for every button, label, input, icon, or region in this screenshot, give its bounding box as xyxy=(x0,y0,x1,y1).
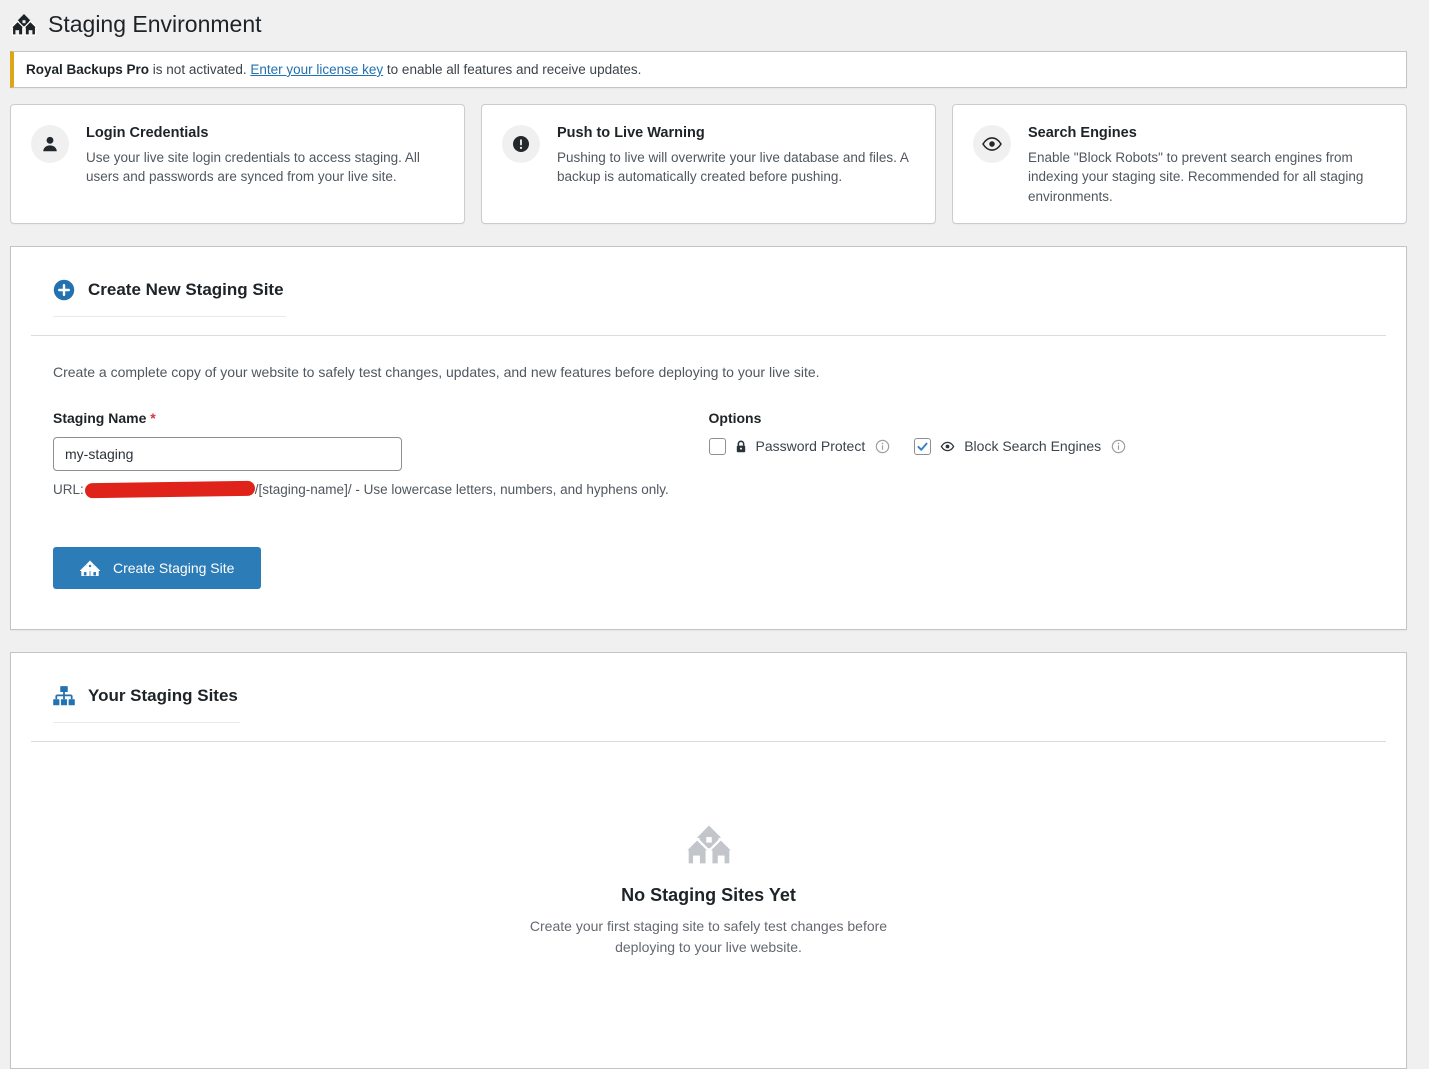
card-title: Search Engines xyxy=(1028,124,1137,141)
password-protect-option: Password Protect xyxy=(708,437,891,455)
block-search-engines-option: Block Search Engines xyxy=(914,437,1126,455)
password-protect-checkbox[interactable] xyxy=(708,437,726,455)
lock-icon xyxy=(734,439,748,454)
create-section-heading: Create New Staging Site xyxy=(53,275,286,317)
staging-houses-icon-gray xyxy=(681,825,736,866)
card-title: Push to Live Warning xyxy=(557,124,705,141)
staging-houses-icon xyxy=(80,560,100,576)
create-staging-site-button-label: Create Staging Site xyxy=(113,559,235,576)
sites-section-heading-text: Your Staging Sites xyxy=(88,685,238,705)
eye-icon xyxy=(939,439,956,454)
info-icon[interactable] xyxy=(1111,439,1126,454)
staging-name-input[interactable] xyxy=(53,436,402,471)
info-card-search-engines: Search Engines Enable "Block Robots" to … xyxy=(952,103,1407,224)
card-description: Use your live site login credentials to … xyxy=(86,149,420,185)
info-cards-row: Login Credentials Use your live site log… xyxy=(10,103,1407,224)
sites-section-heading: Your Staging Sites xyxy=(53,681,240,723)
staging-houses-icon xyxy=(10,14,38,37)
notice-text: is not activated. xyxy=(149,61,251,77)
notice-product-name: Royal Backups Pro xyxy=(26,61,150,77)
section-divider xyxy=(31,334,1386,336)
empty-state-description: Create your first staging site to safely… xyxy=(529,917,888,955)
empty-state-title: No Staging Sites Yet xyxy=(621,884,796,905)
create-section-description: Create a complete copy of your website t… xyxy=(53,363,820,380)
page-title: Staging Environment xyxy=(10,0,1407,49)
card-title: Login Credentials xyxy=(86,124,209,141)
card-description: Pushing to live will overwrite your live… xyxy=(557,149,909,185)
eye-icon xyxy=(973,124,1011,163)
plus-circle-icon xyxy=(53,279,75,300)
password-protect-label: Password Protect xyxy=(755,438,866,455)
create-staging-site-button[interactable]: Create Staging Site xyxy=(53,546,262,589)
admin-page: Staging Environment Royal Backups Pro is… xyxy=(10,0,1407,1069)
redacted-url xyxy=(84,480,255,498)
create-staging-panel: Create New Staging Site Create a complet… xyxy=(10,245,1407,630)
required-asterisk: * xyxy=(150,409,156,426)
empty-state: No Staging Sites Yet Create your first s… xyxy=(31,742,1386,1028)
enter-license-key-link[interactable]: Enter your license key xyxy=(250,61,384,77)
info-card-login-credentials: Login Credentials Use your live site log… xyxy=(10,103,465,224)
info-card-push-to-live: Push to Live Warning Pushing to live wil… xyxy=(481,103,936,224)
card-description: Enable "Block Robots" to prevent search … xyxy=(1028,149,1364,205)
staging-sites-panel: Your Staging Sites No Staging Sites Yet … xyxy=(10,651,1407,1069)
staging-url-hint: URL:/[staging-name]/ - Use lowercase let… xyxy=(53,480,669,498)
staging-name-label: Staging Name * xyxy=(53,409,156,426)
page-title-text: Staging Environment xyxy=(48,11,262,37)
create-section-heading-text: Create New Staging Site xyxy=(88,279,284,299)
sitemap-icon xyxy=(53,685,75,705)
section-divider xyxy=(31,740,1386,742)
license-notice: Royal Backups Pro is not activated. Ente… xyxy=(10,50,1407,88)
user-icon xyxy=(31,124,69,163)
alert-icon xyxy=(502,124,540,163)
block-search-engines-checkbox[interactable] xyxy=(914,437,932,455)
info-icon[interactable] xyxy=(875,439,890,454)
options-label: Options xyxy=(708,409,762,426)
block-search-engines-label: Block Search Engines xyxy=(964,438,1102,455)
notice-text-end: to enable all features and receive updat… xyxy=(383,61,642,77)
